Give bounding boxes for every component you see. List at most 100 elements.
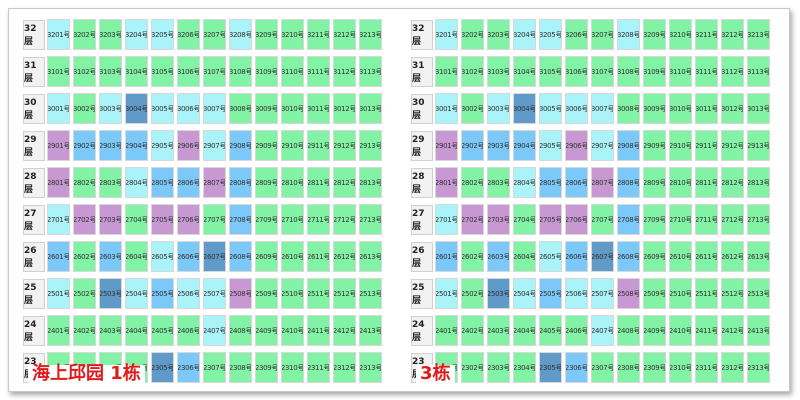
unit-cell[interactable]: 2413号	[359, 315, 382, 346]
unit-cell[interactable]: 2406号	[565, 315, 588, 346]
unit-cell[interactable]: 2308号	[229, 352, 252, 383]
unit-cell[interactable]: 2513号	[747, 278, 770, 309]
unit-cell[interactable]: 2903号	[99, 130, 122, 161]
unit-cell[interactable]: 2711号	[307, 204, 330, 235]
unit-cell[interactable]: 3107号	[591, 56, 614, 87]
unit-cell[interactable]: 2601号	[435, 241, 458, 272]
unit-cell[interactable]: 2906号	[565, 130, 588, 161]
unit-cell[interactable]: 3207号	[203, 19, 226, 50]
unit-cell[interactable]: 3008号	[617, 93, 640, 124]
unit-cell[interactable]: 2405号	[151, 315, 174, 346]
unit-cell[interactable]: 2913号	[747, 130, 770, 161]
unit-cell[interactable]: 2307号	[591, 352, 614, 383]
unit-cell[interactable]: 2413号	[747, 315, 770, 346]
unit-cell[interactable]: 2404号	[125, 315, 148, 346]
unit-cell[interactable]: 3206号	[565, 19, 588, 50]
unit-cell[interactable]: 2506号	[565, 278, 588, 309]
unit-cell[interactable]: 3112号	[333, 56, 356, 87]
unit-cell[interactable]: 2708号	[229, 204, 252, 235]
unit-cell[interactable]: 3013号	[747, 93, 770, 124]
unit-cell[interactable]: 3208号	[617, 19, 640, 50]
unit-cell[interactable]: 2909号	[255, 130, 278, 161]
unit-cell[interactable]: 2604号	[125, 241, 148, 272]
unit-cell[interactable]: 3010号	[281, 93, 304, 124]
unit-cell[interactable]: 3001号	[435, 93, 458, 124]
unit-cell[interactable]: 3110号	[669, 56, 692, 87]
unit-cell[interactable]: 2806号	[565, 167, 588, 198]
unit-cell[interactable]: 2507号	[591, 278, 614, 309]
unit-cell[interactable]: 2712号	[333, 204, 356, 235]
unit-cell[interactable]: 3112号	[721, 56, 744, 87]
unit-cell[interactable]: 2910号	[669, 130, 692, 161]
unit-cell[interactable]: 2902号	[461, 130, 484, 161]
unit-cell[interactable]: 2812号	[721, 167, 744, 198]
unit-cell[interactable]: 2313号	[359, 352, 382, 383]
unit-cell[interactable]: 2405号	[539, 315, 562, 346]
unit-cell[interactable]: 3204号	[125, 19, 148, 50]
unit-cell[interactable]: 2601号	[47, 241, 70, 272]
unit-cell[interactable]: 2510号	[281, 278, 304, 309]
unit-cell[interactable]: 3210号	[669, 19, 692, 50]
unit-cell[interactable]: 2911号	[307, 130, 330, 161]
unit-cell[interactable]: 2512号	[721, 278, 744, 309]
unit-cell[interactable]: 2511号	[695, 278, 718, 309]
unit-cell[interactable]: 2906号	[177, 130, 200, 161]
unit-cell[interactable]: 3211号	[307, 19, 330, 50]
unit-cell[interactable]: 2612号	[333, 241, 356, 272]
unit-cell[interactable]: 2604号	[513, 241, 536, 272]
unit-cell[interactable]: 2709号	[643, 204, 666, 235]
unit-cell[interactable]: 2402号	[73, 315, 96, 346]
unit-cell[interactable]: 3012号	[333, 93, 356, 124]
unit-cell[interactable]: 2701号	[435, 204, 458, 235]
unit-cell[interactable]: 2811号	[307, 167, 330, 198]
unit-cell[interactable]: 2605号	[151, 241, 174, 272]
unit-cell[interactable]: 2805号	[151, 167, 174, 198]
unit-cell[interactable]: 3204号	[513, 19, 536, 50]
unit-cell[interactable]: 3107号	[203, 56, 226, 87]
unit-cell[interactable]: 3209号	[255, 19, 278, 50]
unit-cell[interactable]: 2403号	[487, 315, 510, 346]
unit-cell[interactable]: 2810号	[281, 167, 304, 198]
unit-cell[interactable]: 2409号	[643, 315, 666, 346]
unit-cell[interactable]: 2310号	[669, 352, 692, 383]
unit-cell[interactable]: 3201号	[435, 19, 458, 50]
unit-cell[interactable]: 2502号	[461, 278, 484, 309]
unit-cell[interactable]: 2609号	[255, 241, 278, 272]
unit-cell[interactable]: 3202号	[461, 19, 484, 50]
unit-cell[interactable]: 2805号	[539, 167, 562, 198]
unit-cell[interactable]: 2907号	[203, 130, 226, 161]
unit-cell[interactable]: 2704号	[125, 204, 148, 235]
unit-cell[interactable]: 2401号	[435, 315, 458, 346]
unit-cell[interactable]: 2803号	[99, 167, 122, 198]
unit-cell[interactable]: 2311号	[307, 352, 330, 383]
unit-cell[interactable]: 3002号	[73, 93, 96, 124]
unit-cell[interactable]: 2912号	[721, 130, 744, 161]
unit-cell[interactable]: 2305号	[151, 352, 174, 383]
unit-cell[interactable]: 2407号	[203, 315, 226, 346]
unit-cell[interactable]: 3205号	[539, 19, 562, 50]
unit-cell[interactable]: 2611号	[307, 241, 330, 272]
unit-cell[interactable]: 3101号	[47, 56, 70, 87]
unit-cell[interactable]: 2711号	[695, 204, 718, 235]
unit-cell[interactable]: 2511号	[307, 278, 330, 309]
unit-cell[interactable]: 3005号	[539, 93, 562, 124]
unit-cell[interactable]: 2704号	[513, 204, 536, 235]
unit-cell[interactable]: 3113号	[359, 56, 382, 87]
unit-cell[interactable]: 2402号	[461, 315, 484, 346]
unit-cell[interactable]: 3203号	[487, 19, 510, 50]
unit-cell[interactable]: 2508号	[617, 278, 640, 309]
unit-cell[interactable]: 2808号	[229, 167, 252, 198]
unit-cell[interactable]: 2410号	[281, 315, 304, 346]
unit-cell[interactable]: 2303号	[487, 352, 510, 383]
unit-cell[interactable]: 2712号	[721, 204, 744, 235]
unit-cell[interactable]: 2908号	[229, 130, 252, 161]
unit-cell[interactable]: 2810号	[669, 167, 692, 198]
unit-cell[interactable]: 3110号	[281, 56, 304, 87]
unit-cell[interactable]: 2705号	[151, 204, 174, 235]
unit-cell[interactable]: 2603号	[487, 241, 510, 272]
unit-cell[interactable]: 2312号	[721, 352, 744, 383]
unit-cell[interactable]: 3105号	[539, 56, 562, 87]
unit-cell[interactable]: 2702号	[73, 204, 96, 235]
unit-cell[interactable]: 2608号	[617, 241, 640, 272]
unit-cell[interactable]: 2904号	[125, 130, 148, 161]
